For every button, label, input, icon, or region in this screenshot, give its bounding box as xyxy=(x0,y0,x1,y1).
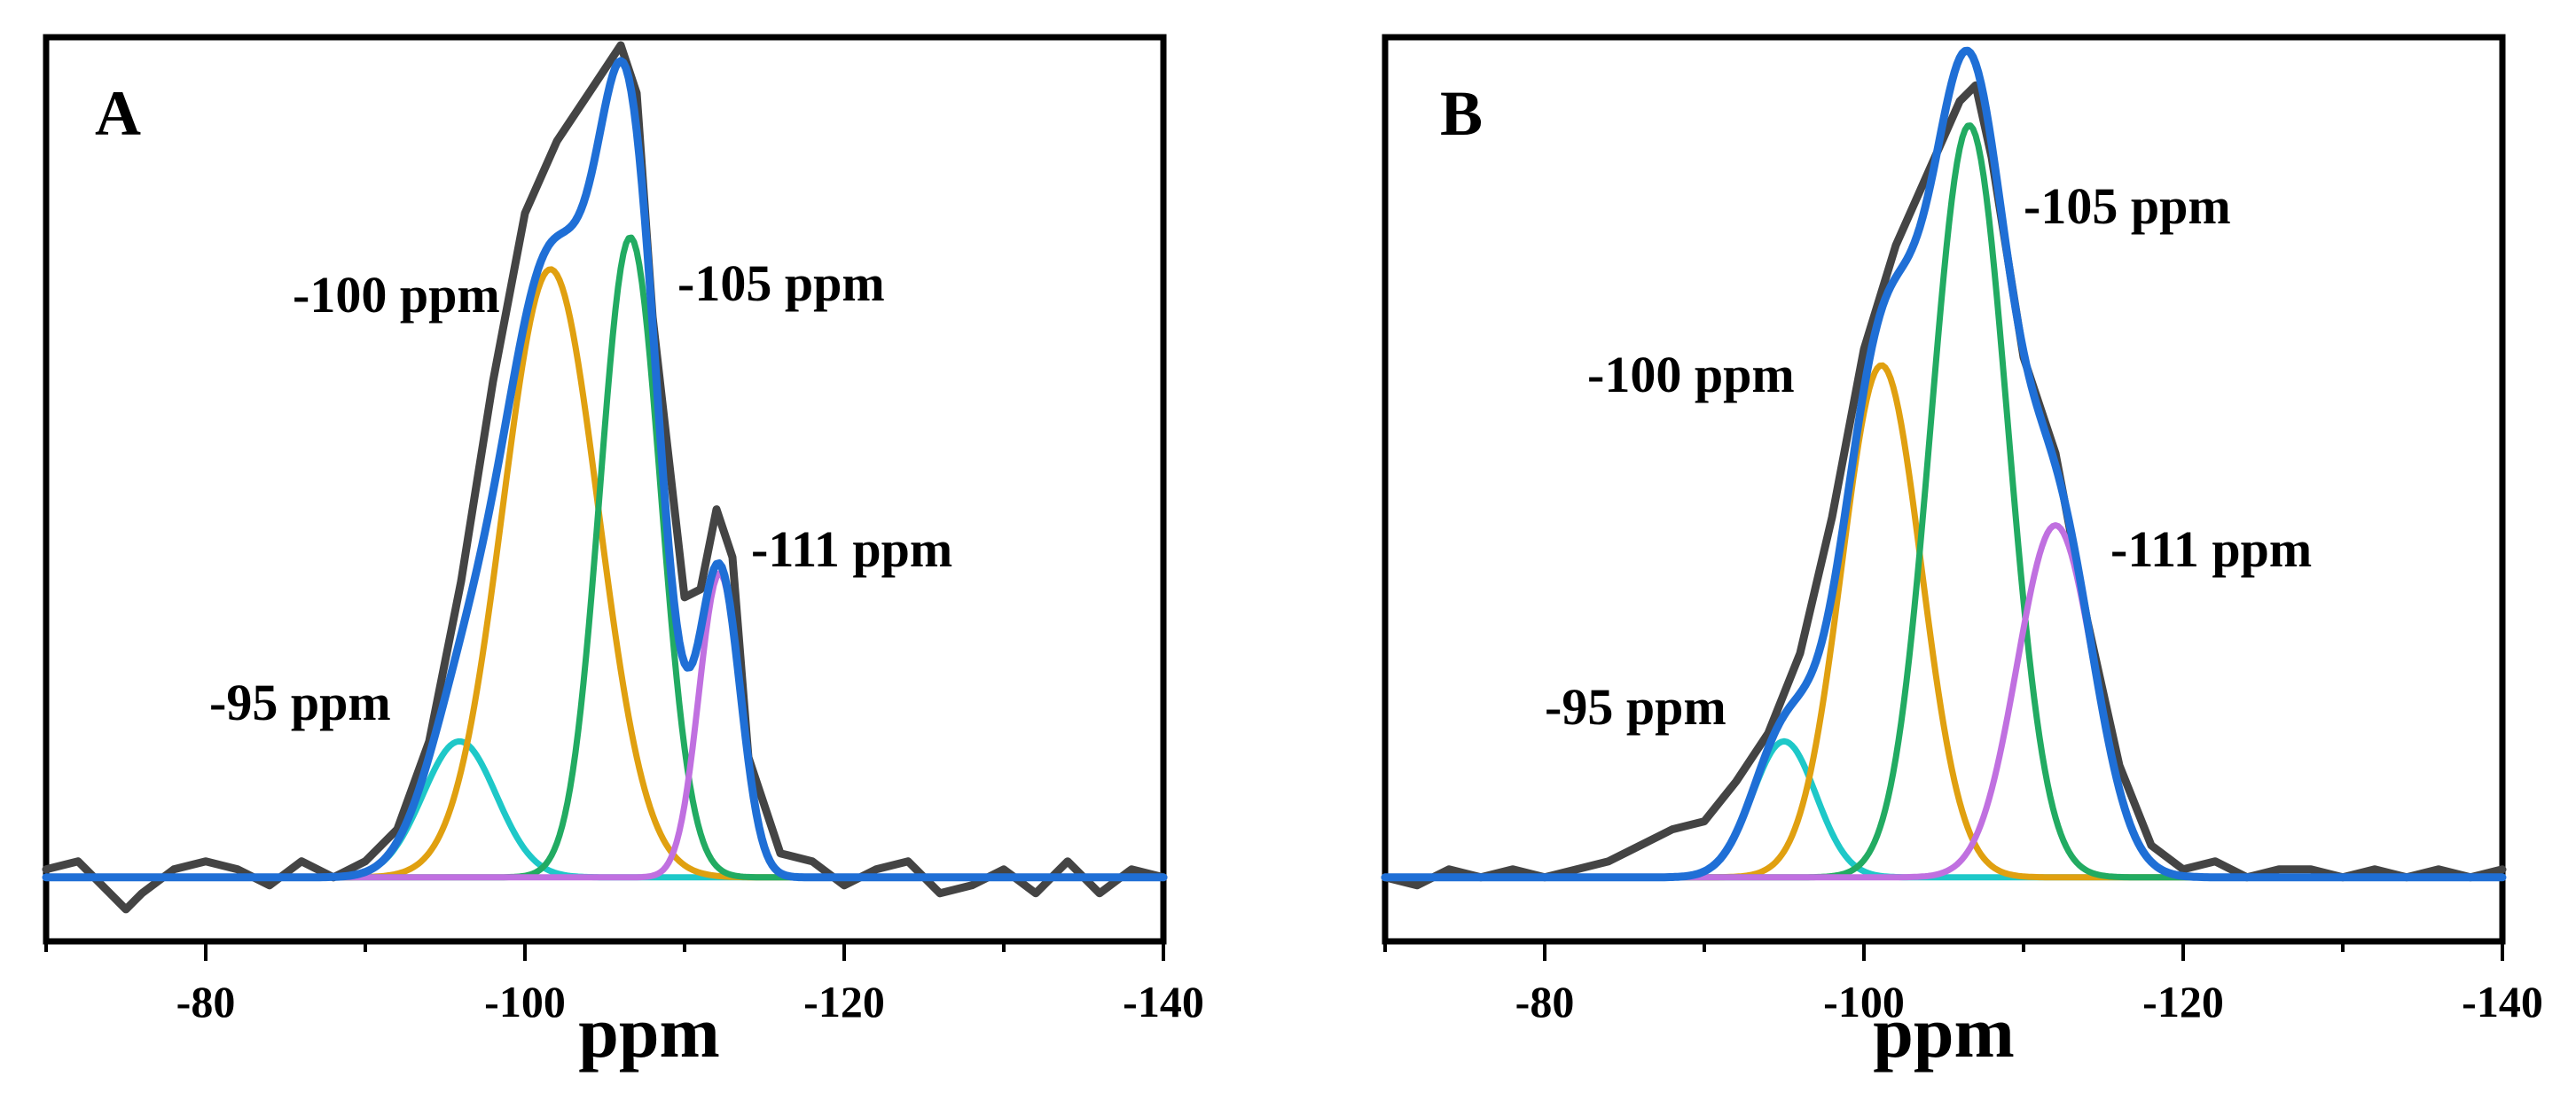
curves xyxy=(1381,46,2507,890)
x-tick-label: -100 xyxy=(484,977,566,1026)
experimental-line xyxy=(1381,81,2507,890)
x-tick-label: -80 xyxy=(176,977,236,1026)
annotation-105-ppm: -105 ppm xyxy=(2024,177,2231,235)
component-line-105-ppm xyxy=(1382,122,2506,881)
x-axis-title: ppm xyxy=(578,992,720,1073)
x-tick-label: -120 xyxy=(2142,977,2224,1026)
fit-envelope-line xyxy=(42,57,1168,882)
annotation-100-ppm: -100 ppm xyxy=(1587,346,1795,403)
x-axis: -80 -100 -120 -140 xyxy=(44,941,1204,1026)
component-line-100-ppm xyxy=(43,266,1167,881)
fit-envelope-line xyxy=(1381,46,2507,882)
plot-frame xyxy=(43,34,1167,945)
annotation-100-ppm: -100 ppm xyxy=(293,266,500,324)
x-tick-label: -80 xyxy=(1515,977,1575,1026)
chart-panel-a: -80 -100 -120 -140 A ppm -95 ppm -100 ppm -… xyxy=(42,34,1204,1073)
panel-label: A xyxy=(95,78,141,149)
curves xyxy=(42,41,1168,914)
x-tick-label: -100 xyxy=(1823,977,1905,1026)
annotation-105-ppm: -105 ppm xyxy=(677,254,885,312)
plot-frame xyxy=(1382,34,2506,945)
chart-panel-b: -80 -100 -120 -140 B ppm -95 ppm -100 ppm -… xyxy=(1381,34,2543,1073)
component-line-95-ppm xyxy=(1382,737,2506,881)
annotation-111-ppm: -111 ppm xyxy=(751,520,952,578)
x-tick-label: -140 xyxy=(2462,977,2543,1026)
annotation-95-ppm: -95 ppm xyxy=(1545,678,1726,736)
experimental-line xyxy=(42,41,1168,914)
x-tick-label: -140 xyxy=(1123,977,1204,1026)
x-axis-title: ppm xyxy=(1873,992,2015,1073)
x-axis: -80 -100 -120 -140 xyxy=(1383,941,2543,1026)
x-tick-label: -120 xyxy=(803,977,885,1026)
component-line-100-ppm xyxy=(1382,362,2506,881)
panel-label: B xyxy=(1440,78,1483,149)
annotation-95-ppm: -95 ppm xyxy=(209,674,391,731)
annotation-111-ppm: -111 ppm xyxy=(2110,520,2312,578)
component-line-95-ppm xyxy=(43,737,1167,881)
